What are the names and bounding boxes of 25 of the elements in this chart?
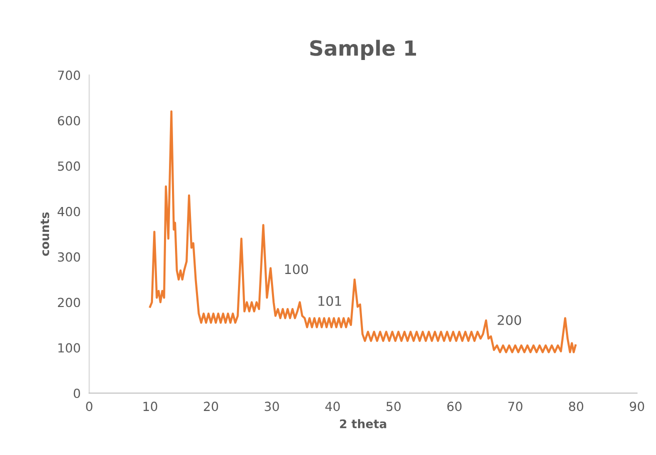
x-tick-label: 40	[325, 402, 340, 412]
x-tick-label: 0	[86, 402, 92, 412]
x-tick-label: 70	[508, 402, 522, 412]
y-tick-label: 100	[58, 343, 80, 353]
annotation: 100	[285, 264, 308, 274]
y-axis-title: counts	[40, 212, 50, 256]
y-tick-label: 500	[58, 161, 80, 171]
x-tick-label: 50	[386, 402, 401, 412]
x-tick-label: 80	[569, 402, 584, 412]
y-tick-label: 700	[58, 70, 80, 80]
y-tick-label: 300	[58, 252, 80, 262]
annotation: 200	[498, 315, 522, 326]
line-series	[149, 110, 577, 354]
y-tick-label: 0	[74, 388, 80, 398]
annotation: 101	[318, 296, 342, 306]
y-tick-label: 400	[58, 206, 80, 216]
x-axis-title: 2 theta	[340, 419, 386, 428]
y-tick-label: 200	[58, 298, 80, 308]
chart-title: Sample 1	[310, 40, 416, 60]
y-tick-label: 600	[58, 116, 80, 126]
x-tick-label: 30	[264, 402, 279, 412]
x-tick-label: 60	[447, 402, 462, 412]
x-tick-label: 90	[630, 402, 644, 412]
x-tick-label: 10	[144, 402, 158, 412]
x-tick-label: 20	[204, 402, 218, 412]
